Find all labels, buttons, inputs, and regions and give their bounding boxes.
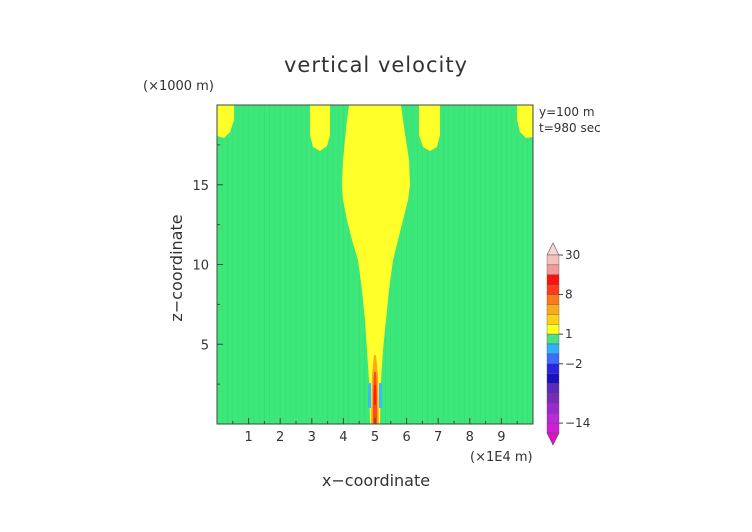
colorbar: 30 8 1 −2 −14 <box>546 242 590 446</box>
y-axis-label: z−coordinate <box>167 214 186 321</box>
downdraft-flank-left <box>368 383 371 408</box>
x-tick-label: 1 <box>244 430 252 445</box>
x-tick-label: 3 <box>308 430 316 445</box>
colorbar-label: 8 <box>565 288 573 302</box>
colorbar-band <box>546 284 560 295</box>
y-axis-ticks: 5 10 15 <box>192 144 223 385</box>
core-updraft-peak <box>374 385 376 405</box>
colorbar-band <box>546 353 560 364</box>
updraft-plume-region <box>342 105 410 424</box>
colorbar-band <box>546 393 560 404</box>
colorbar-band <box>546 413 560 424</box>
colorbar-top-arrow <box>546 242 560 256</box>
y-tick-label: 10 <box>192 259 209 274</box>
colorbar-label: 1 <box>565 327 573 341</box>
x-unit-label: (×1E4 m) <box>470 450 533 465</box>
plot-area <box>216 104 534 425</box>
annotation-y: y=100 m <box>539 105 595 119</box>
x-tick-label: 5 <box>371 430 379 445</box>
chart-title: vertical velocity <box>284 53 468 77</box>
colorbar-band <box>546 314 560 325</box>
colorbar-band <box>546 373 560 384</box>
colorbar-bottom-arrow <box>546 432 560 446</box>
colorbar-band <box>546 363 560 374</box>
colorbar-band <box>546 274 560 285</box>
y-unit-label: (×1000 m) <box>143 79 214 94</box>
vertical-gridlines <box>222 105 528 424</box>
colorbar-label: −14 <box>565 416 590 430</box>
y-tick-label: 15 <box>192 179 209 194</box>
updraft-bump-right-edge <box>517 105 533 138</box>
updraft-bump-left <box>310 105 330 151</box>
x-axis-ticks: 1 2 3 4 5 6 7 8 9 <box>232 418 518 445</box>
colorbar-band <box>546 304 560 315</box>
y-tick-label: 5 <box>201 338 209 353</box>
updraft-bump-left-edge <box>217 105 234 138</box>
x-tick-label: 6 <box>402 430 410 445</box>
colorbar-band <box>546 333 560 345</box>
updraft-bump-right <box>419 105 440 151</box>
colorbar-band <box>546 294 560 305</box>
colorbar-band <box>546 343 560 355</box>
x-tick-label: 7 <box>434 430 442 445</box>
x-axis-label: x−coordinate <box>322 471 430 490</box>
colorbar-band <box>546 422 560 434</box>
x-tick-label: 2 <box>276 430 284 445</box>
downdraft-flank-right <box>379 383 382 408</box>
colorbar-band <box>546 264 560 275</box>
annotation-t: t=980 sec <box>539 121 601 135</box>
x-tick-label: 4 <box>339 430 347 445</box>
colorbar-band <box>546 254 560 266</box>
x-tick-label: 8 <box>466 430 474 445</box>
colorbar-label: −2 <box>565 357 583 371</box>
colorbar-band <box>546 324 560 335</box>
colorbar-band <box>546 403 560 414</box>
colorbar-label: 30 <box>565 248 580 262</box>
x-tick-label: 9 <box>497 430 505 445</box>
colorbar-band <box>546 383 560 394</box>
